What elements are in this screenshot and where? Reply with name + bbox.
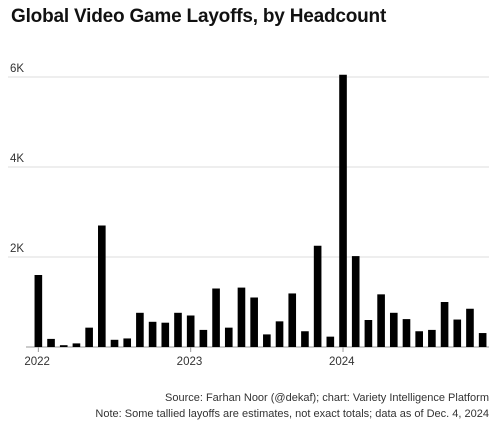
bar bbox=[212, 288, 220, 347]
bar bbox=[364, 320, 373, 347]
chart-title: Global Video Game Layoffs, by Headcount bbox=[11, 6, 387, 27]
x-tick-label: 2023 bbox=[177, 356, 203, 368]
x-axis-labels: 2022 2023 2024 bbox=[24, 347, 355, 368]
bar bbox=[174, 312, 182, 347]
bar bbox=[98, 225, 106, 347]
grid-lines bbox=[8, 76, 489, 348]
bar bbox=[85, 327, 93, 347]
bar bbox=[440, 302, 449, 347]
bar bbox=[339, 74, 347, 347]
bar bbox=[186, 315, 195, 347]
bar bbox=[478, 333, 487, 347]
source-credit: Source: Farhan Noor (@dekaf); chart: Var… bbox=[165, 392, 489, 404]
bar bbox=[148, 321, 157, 347]
bar bbox=[415, 331, 423, 347]
bar bbox=[428, 329, 436, 347]
bar bbox=[326, 336, 335, 347]
x-tick-label: 2022 bbox=[24, 356, 50, 368]
bar bbox=[237, 287, 246, 347]
bar bbox=[453, 319, 462, 347]
bar bbox=[351, 256, 360, 347]
bar bbox=[389, 312, 398, 347]
bar bbox=[161, 322, 170, 347]
bars bbox=[34, 74, 487, 347]
y-tick-label: 4K bbox=[10, 153, 24, 165]
bar bbox=[263, 334, 271, 347]
bar bbox=[466, 308, 474, 347]
bar bbox=[377, 294, 385, 347]
bar bbox=[313, 245, 322, 347]
bar bbox=[288, 293, 297, 347]
y-axis-labels: 2K 4K 6K bbox=[10, 63, 24, 255]
bar bbox=[59, 345, 68, 347]
bar bbox=[123, 338, 132, 347]
bar bbox=[402, 319, 411, 347]
x-tick-label: 2024 bbox=[329, 356, 355, 368]
bar bbox=[301, 331, 309, 347]
bar bbox=[72, 343, 81, 347]
bar bbox=[224, 327, 233, 347]
bar bbox=[250, 297, 258, 347]
bar bbox=[34, 275, 43, 347]
bar bbox=[110, 339, 119, 347]
y-tick-label: 6K bbox=[10, 63, 24, 75]
footnote: Note: Some tallied layoffs are estimates… bbox=[95, 408, 489, 420]
y-tick-label: 2K bbox=[10, 243, 24, 255]
bar bbox=[199, 329, 208, 347]
bar bbox=[275, 321, 284, 347]
bar bbox=[136, 312, 144, 347]
bar bbox=[47, 338, 55, 347]
